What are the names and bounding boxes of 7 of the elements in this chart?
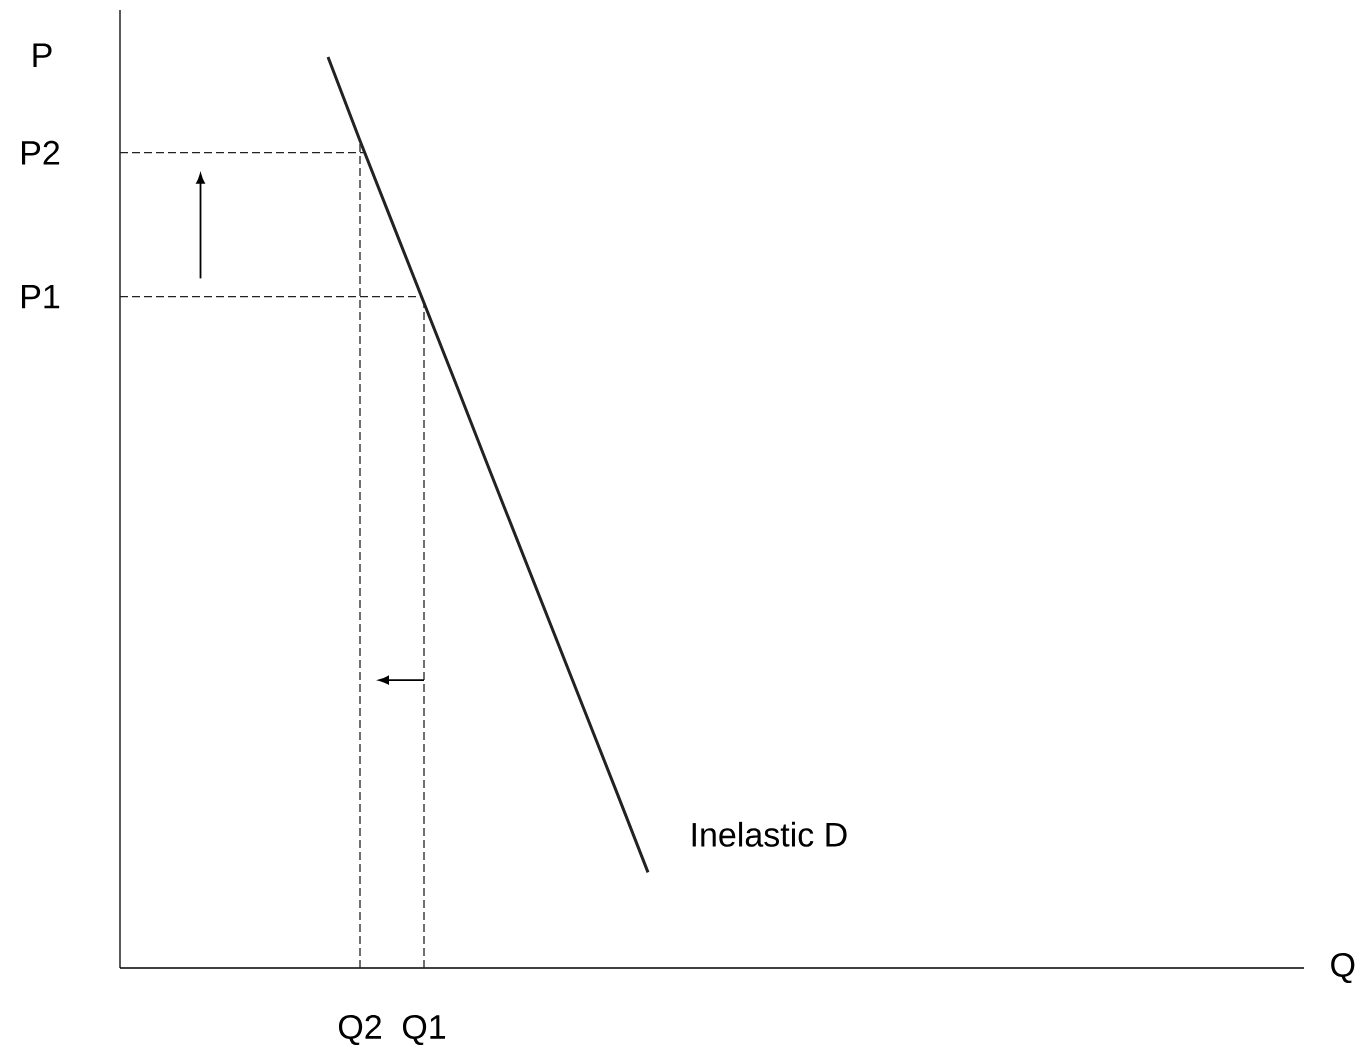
x-axis-title: Q (1331, 952, 1355, 984)
ref-line-label: P2 (22, 140, 60, 165)
series-label: Inelastic D (692, 821, 847, 847)
x-tick-label: Q1 (402, 1014, 446, 1046)
x-tick-label: Q2 (338, 1014, 381, 1046)
y-axis-title: P (33, 43, 52, 67)
ref-line-label: P1 (22, 284, 60, 309)
